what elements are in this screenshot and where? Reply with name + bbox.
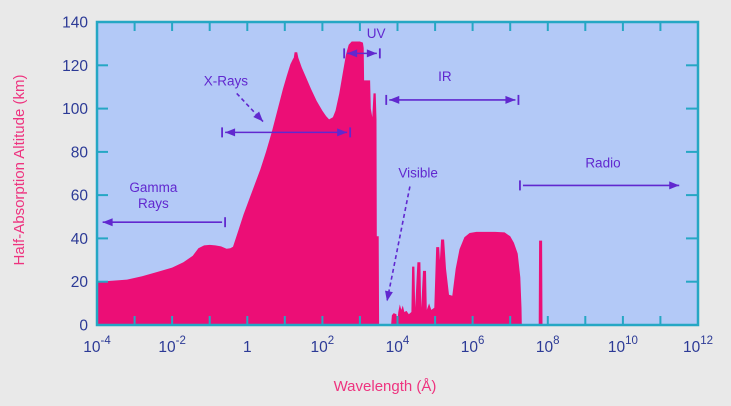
x-tick-label: 1010 [608,335,638,356]
annotation-visible-label: Visible [398,165,438,180]
x-axis-title: Wavelength (Å) [334,378,437,395]
y-axis-title: Half-Absorption Altitude (km) [11,75,28,266]
annotation-uv-label: UV [367,26,386,41]
arrowhead [389,95,400,104]
annotation-x-rays-label: X-Rays [204,73,249,88]
arrowhead [337,128,348,137]
axis-ticks [96,21,699,326]
x-tick-label: 102 [311,335,335,356]
arrowhead [347,49,358,58]
arrowhead [102,218,113,227]
annotation-visible: Visible [385,165,438,302]
x-tick-label: 10-2 [158,335,185,356]
arrowhead [505,95,516,104]
y-tick-label: 60 [71,188,89,205]
x-tick-label: 104 [386,335,410,356]
annotation-radio: Radio [519,156,680,191]
absorption-curve-half-absorption-altitude [97,41,698,325]
x-tick-label: 1012 [683,335,713,356]
annotation-ir-label: IR [438,69,452,84]
x-tick-label: 10-4 [83,335,111,356]
y-tick-label: 20 [71,274,89,291]
x-tick-label: 108 [536,335,560,356]
annotation-ir: IR [385,69,520,105]
annotation-radio-label: Radio [585,156,620,171]
arrowhead [253,111,264,122]
annotation-uv: UV [343,26,386,59]
y-tick-label: 140 [62,15,88,32]
y-tick-label: 40 [71,231,89,248]
arrowhead [366,49,377,58]
annotation-gamma-rays-label: Gamma Rays [129,180,178,211]
arrowhead [385,290,393,302]
y-tick-label: 80 [71,144,89,161]
y-tick-label: 0 [79,318,88,335]
annotation-visible-pointer-line [386,186,411,302]
arrowhead [669,181,680,190]
annotation-gamma-rays: Gamma Rays [102,180,226,228]
y-tick-label: 100 [62,101,88,118]
annotation-x-rays: X-Rays [204,73,352,138]
x-tick-label: 1 [243,339,252,356]
y-tick-label: 120 [62,58,88,75]
x-tick-label: 106 [461,335,485,356]
arrowhead [225,128,236,137]
